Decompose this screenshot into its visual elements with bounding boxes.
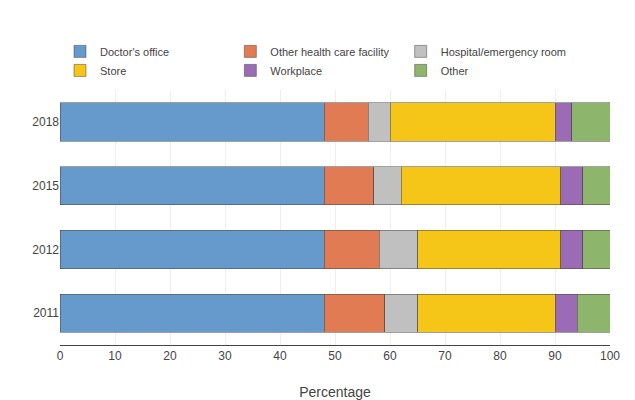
svg-text:70: 70: [438, 349, 452, 363]
svg-text:2012: 2012: [32, 243, 59, 257]
svg-text:Percentage: Percentage: [299, 384, 371, 400]
svg-text:10: 10: [108, 349, 122, 363]
svg-text:40: 40: [273, 349, 287, 363]
svg-text:20: 20: [163, 349, 177, 363]
svg-text:80: 80: [493, 349, 507, 363]
svg-text:30: 30: [218, 349, 232, 363]
svg-text:60: 60: [383, 349, 397, 363]
svg-text:Store: Store: [100, 65, 126, 77]
svg-text:Other: Other: [441, 65, 469, 77]
svg-text:Workplace: Workplace: [270, 65, 322, 77]
svg-text:0: 0: [57, 349, 64, 363]
svg-text:90: 90: [548, 349, 562, 363]
svg-text:100: 100: [600, 349, 620, 363]
svg-text:50: 50: [328, 349, 342, 363]
svg-text:2015: 2015: [32, 179, 59, 193]
svg-text:Doctor's office: Doctor's office: [100, 46, 169, 58]
svg-text:2018: 2018: [32, 115, 59, 129]
svg-text:Hospital/emergency room: Hospital/emergency room: [441, 46, 566, 58]
svg-text:Other health care facility: Other health care facility: [270, 46, 389, 58]
svg-text:2011: 2011: [33, 306, 59, 320]
